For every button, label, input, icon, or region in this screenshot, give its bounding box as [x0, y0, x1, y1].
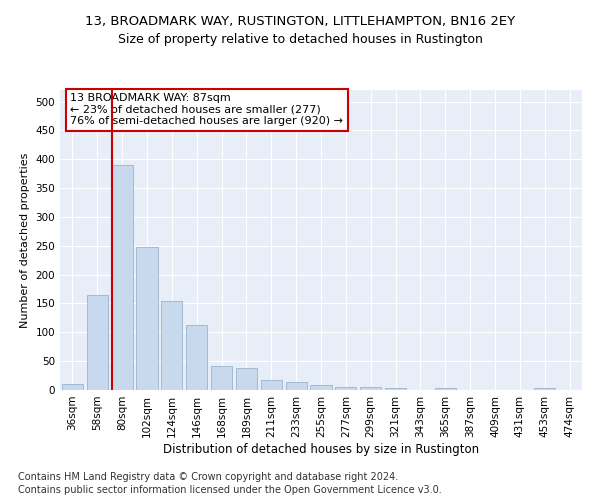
- Bar: [136, 247, 158, 390]
- Bar: [236, 368, 257, 390]
- Bar: [360, 387, 381, 390]
- Bar: [435, 388, 456, 390]
- Bar: [310, 386, 332, 390]
- Text: Size of property relative to detached houses in Rustington: Size of property relative to detached ho…: [118, 32, 482, 46]
- Bar: [534, 388, 555, 390]
- Bar: [62, 384, 83, 390]
- Text: 13, BROADMARK WAY, RUSTINGTON, LITTLEHAMPTON, BN16 2EY: 13, BROADMARK WAY, RUSTINGTON, LITTLEHAM…: [85, 15, 515, 28]
- Text: Distribution of detached houses by size in Rustington: Distribution of detached houses by size …: [163, 442, 479, 456]
- Bar: [112, 165, 133, 390]
- Bar: [385, 388, 406, 390]
- Bar: [186, 325, 207, 390]
- Text: Contains public sector information licensed under the Open Government Licence v3: Contains public sector information licen…: [18, 485, 442, 495]
- Y-axis label: Number of detached properties: Number of detached properties: [20, 152, 30, 328]
- Bar: [87, 295, 108, 390]
- Bar: [286, 382, 307, 390]
- Bar: [335, 386, 356, 390]
- Bar: [161, 300, 182, 390]
- Bar: [261, 380, 282, 390]
- Bar: [211, 366, 232, 390]
- Text: 13 BROADMARK WAY: 87sqm
← 23% of detached houses are smaller (277)
76% of semi-d: 13 BROADMARK WAY: 87sqm ← 23% of detache…: [70, 93, 343, 126]
- Text: Contains HM Land Registry data © Crown copyright and database right 2024.: Contains HM Land Registry data © Crown c…: [18, 472, 398, 482]
